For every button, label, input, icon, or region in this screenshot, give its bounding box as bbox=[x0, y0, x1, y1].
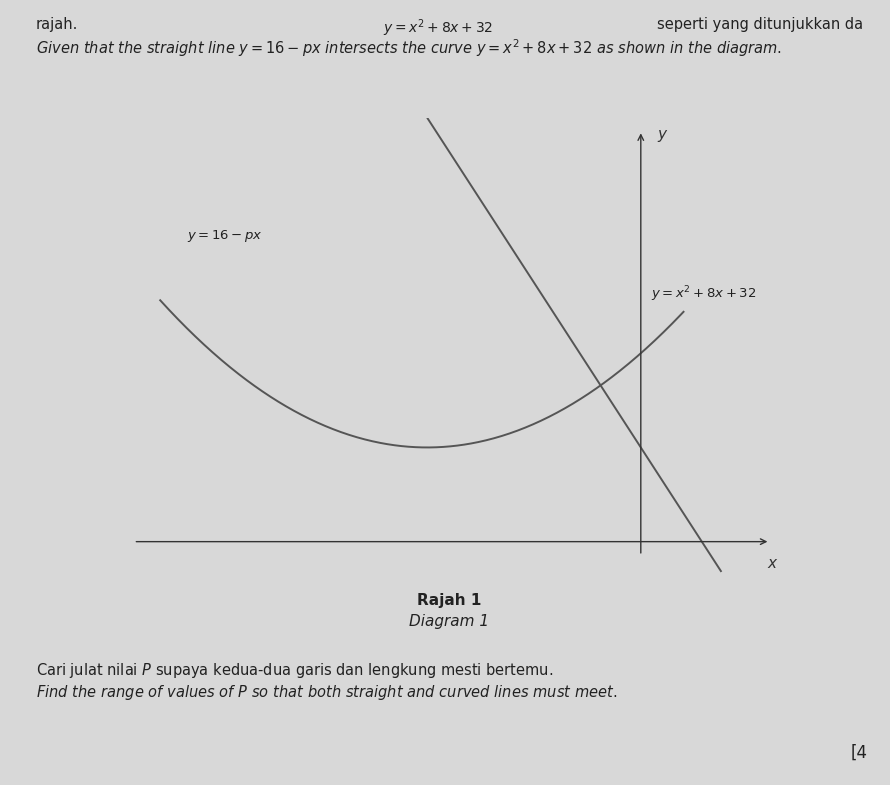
Text: [4: [4 bbox=[851, 743, 868, 761]
Text: $y = 16 - px$: $y = 16 - px$ bbox=[187, 228, 263, 243]
Text: Cari julat nilai $P$ supaya kedua-dua garis dan lengkung mesti bertemu.: Cari julat nilai $P$ supaya kedua-dua ga… bbox=[36, 661, 553, 680]
Text: Diagram 1: Diagram 1 bbox=[409, 614, 490, 629]
Text: $y = x^2 + 8x + 32$: $y = x^2 + 8x + 32$ bbox=[383, 17, 493, 39]
Text: rajah.: rajah. bbox=[36, 17, 78, 32]
Text: $y = x^2 + 8x + 32$: $y = x^2 + 8x + 32$ bbox=[651, 285, 756, 304]
Text: Rajah 1: Rajah 1 bbox=[417, 593, 481, 608]
Text: seperti yang ditunjukkan da: seperti yang ditunjukkan da bbox=[657, 17, 863, 32]
Text: $y$: $y$ bbox=[657, 128, 668, 144]
Text: $\it{Find\ the\ range\ of\ values\ of\ }$$P$$\it{\ so\ that\ both\ straight\ and: $\it{Find\ the\ range\ of\ values\ of\ }… bbox=[36, 683, 617, 702]
Text: $\it{Given\ that\ the\ straight\ line\ }$$y=16-px$$\it{\ intersects\ the\ curve\: $\it{Given\ that\ the\ straight\ line\ }… bbox=[36, 38, 781, 60]
Text: $x$: $x$ bbox=[767, 557, 779, 571]
